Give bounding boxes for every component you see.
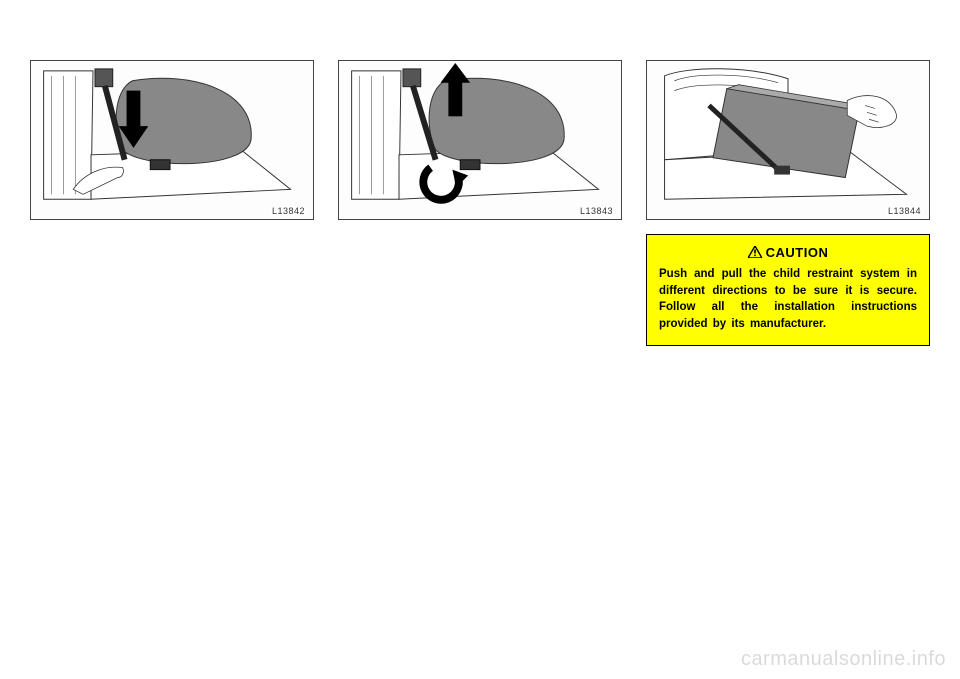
column-3: L13844 CAUTION Push and pull the child r… bbox=[646, 60, 930, 346]
manual-page: L13842 bbox=[0, 0, 960, 376]
figure-1: L13842 bbox=[30, 60, 314, 220]
car-seat-illustration-3 bbox=[647, 61, 929, 219]
figure-1-label: L13842 bbox=[270, 206, 307, 216]
figure-2: L13843 bbox=[338, 60, 622, 220]
caution-header: CAUTION bbox=[659, 245, 917, 260]
car-seat-illustration-1 bbox=[31, 61, 313, 219]
figure-3: L13844 bbox=[646, 60, 930, 220]
caution-box: CAUTION Push and pull the child restrain… bbox=[646, 234, 930, 346]
watermark-text: carmanualsonline.info bbox=[741, 648, 946, 671]
car-seat-illustration-2 bbox=[339, 61, 621, 219]
caution-title: CAUTION bbox=[766, 245, 829, 260]
column-2: L13843 bbox=[338, 60, 622, 220]
three-column-layout: L13842 bbox=[30, 60, 930, 346]
figure-2-label: L13843 bbox=[578, 206, 615, 216]
warning-triangle-icon bbox=[748, 246, 762, 261]
column-1: L13842 bbox=[30, 60, 314, 220]
caution-body-text: Push and pull the child restraint sys­te… bbox=[659, 266, 917, 333]
figure-3-label: L13844 bbox=[886, 206, 923, 216]
